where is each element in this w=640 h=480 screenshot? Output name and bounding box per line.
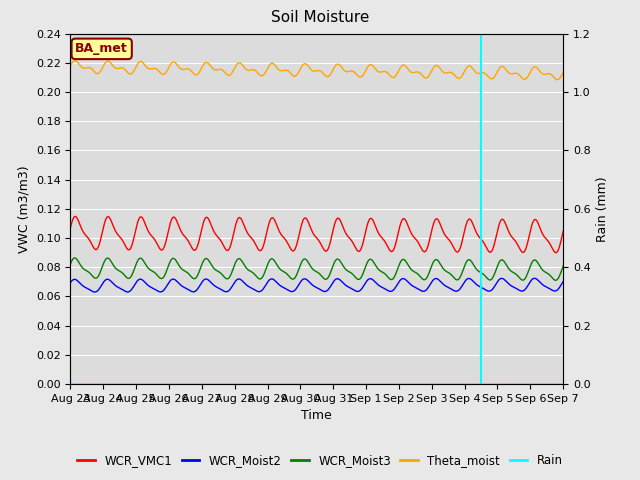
WCR_Moist3 bbox=[348, 270, 355, 276]
WCR_Moist3 bbox=[71, 255, 79, 261]
WCR_VMC1 bbox=[286, 245, 294, 251]
Theta_moist bbox=[348, 68, 355, 74]
WCR_Moist2 bbox=[67, 280, 74, 286]
Rain bbox=[276, 381, 284, 387]
Rain bbox=[347, 381, 355, 387]
WCR_Moist3 bbox=[295, 266, 303, 272]
Theta_moist bbox=[554, 77, 561, 83]
WCR_Moist3 bbox=[552, 277, 559, 283]
Line: WCR_VMC1: WCR_VMC1 bbox=[70, 216, 563, 252]
Y-axis label: VWC (m3/m3): VWC (m3/m3) bbox=[17, 165, 30, 252]
Theta_moist bbox=[295, 69, 303, 74]
WCR_VMC1 bbox=[559, 228, 567, 234]
Rain bbox=[105, 381, 113, 387]
Text: BA_met: BA_met bbox=[76, 42, 128, 55]
WCR_VMC1 bbox=[67, 225, 74, 231]
WCR_Moist2 bbox=[286, 288, 294, 294]
Line: Theta_moist: Theta_moist bbox=[70, 60, 563, 80]
WCR_Moist3 bbox=[67, 261, 74, 267]
WCR_Moist2 bbox=[295, 282, 303, 288]
WCR_VMC1 bbox=[72, 214, 79, 219]
WCR_VMC1 bbox=[348, 237, 355, 243]
Theta_moist bbox=[125, 71, 132, 76]
Rain bbox=[125, 381, 132, 387]
WCR_VMC1 bbox=[552, 250, 560, 255]
Rain bbox=[67, 381, 74, 387]
WCR_Moist3 bbox=[125, 276, 132, 281]
Y-axis label: Rain (mm): Rain (mm) bbox=[596, 176, 609, 241]
Line: WCR_Moist2: WCR_Moist2 bbox=[70, 278, 563, 292]
Line: WCR_Moist3: WCR_Moist3 bbox=[70, 258, 563, 280]
WCR_Moist2 bbox=[531, 276, 538, 281]
X-axis label: Time: Time bbox=[301, 409, 332, 422]
Theta_moist bbox=[276, 68, 284, 73]
Rain bbox=[559, 381, 567, 387]
WCR_VMC1 bbox=[125, 247, 132, 253]
WCR_Moist2 bbox=[105, 277, 113, 283]
WCR_Moist2 bbox=[276, 282, 284, 288]
WCR_Moist3 bbox=[286, 275, 294, 280]
WCR_Moist2 bbox=[91, 289, 99, 295]
WCR_VMC1 bbox=[105, 214, 113, 220]
WCR_VMC1 bbox=[295, 233, 303, 239]
Theta_moist bbox=[67, 63, 74, 69]
WCR_VMC1 bbox=[276, 229, 284, 235]
Theta_moist bbox=[286, 70, 294, 75]
WCR_Moist2 bbox=[559, 279, 567, 285]
WCR_Moist3 bbox=[105, 256, 113, 262]
Rain bbox=[294, 381, 302, 387]
Theta_moist bbox=[559, 70, 567, 75]
Text: Soil Moisture: Soil Moisture bbox=[271, 10, 369, 24]
Rain bbox=[286, 381, 294, 387]
WCR_Moist2 bbox=[348, 286, 355, 291]
WCR_Moist2 bbox=[125, 289, 132, 295]
Legend: WCR_VMC1, WCR_Moist2, WCR_Moist3, Theta_moist, Rain: WCR_VMC1, WCR_Moist2, WCR_Moist3, Theta_… bbox=[72, 449, 568, 472]
Theta_moist bbox=[105, 59, 113, 64]
WCR_Moist3 bbox=[276, 266, 284, 272]
Theta_moist bbox=[71, 58, 79, 63]
WCR_Moist3 bbox=[559, 263, 567, 269]
